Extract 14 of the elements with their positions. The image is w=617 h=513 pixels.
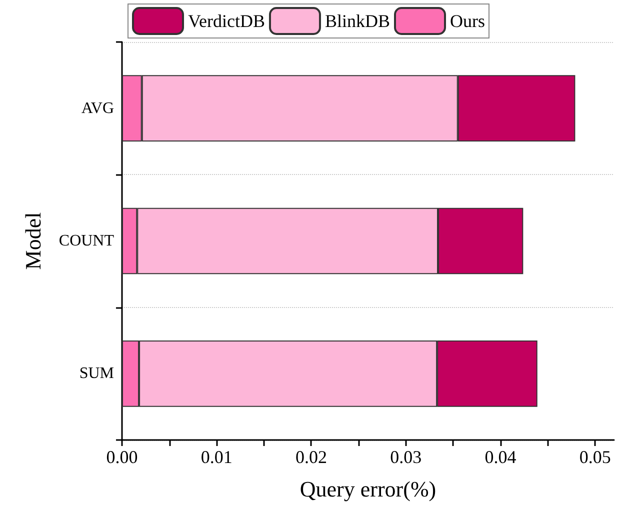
- y-tick-label: SUM: [79, 365, 114, 382]
- legend-label: BlinkDB: [324, 11, 390, 31]
- x-tick-label: 0.01: [200, 447, 232, 467]
- y-axis-title: Model: [20, 212, 46, 270]
- x-axis-title: Query error(%): [300, 476, 436, 502]
- legend-label: VerdictDB: [188, 11, 265, 31]
- legend-label: Ours: [450, 11, 485, 31]
- x-tick-label: 0.05: [579, 447, 611, 467]
- y-tick-label: COUNT: [58, 232, 114, 250]
- x-tick-label: 0.03: [390, 447, 422, 467]
- x-tick-label: 0.02: [295, 447, 327, 467]
- x-tick-label: 0.04: [484, 447, 516, 467]
- y-tick-label: AVG: [81, 100, 114, 117]
- x-tick-label: 0.00: [106, 447, 138, 467]
